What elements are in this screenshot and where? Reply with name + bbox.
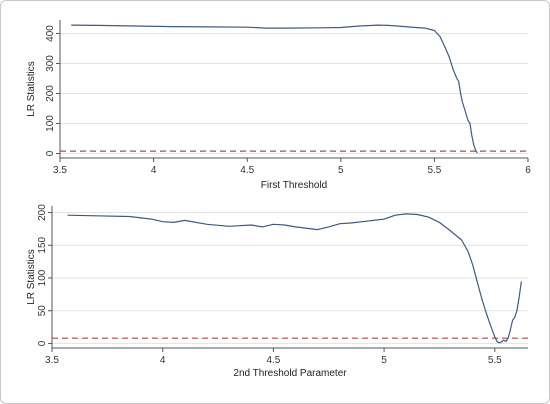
x-axis-title: First Threshold [261,180,328,191]
x-tick-label: 5 [338,165,344,176]
x-tick-label: 3.5 [53,165,67,176]
y-tick-label: 300 [45,55,56,72]
y-tick-label: 100 [45,115,56,132]
x-tick-label: 5.5 [488,355,502,366]
series-line [71,24,478,154]
y-axis-title: LR Statistics [26,249,37,305]
series-line [67,213,522,344]
y-tick-label: 100 [37,269,48,286]
x-tick-label: 4.5 [266,355,280,366]
y-axis-title: LR Statistics [26,61,37,117]
y-tick-label: 150 [37,236,48,253]
y-tick-label: 0 [45,150,56,156]
x-axis-title: 2nd Threshold Parameter [233,368,347,379]
y-tick-label: 200 [37,204,48,221]
x-tick-label: 4 [160,355,166,366]
x-tick-label: 4 [151,165,157,176]
x-tick-label: 6 [525,165,531,176]
chart-panel-bottom: 3.5 4 4.5 5 5.5 0 50 100 150 200 2nd Threshold Par… [26,204,528,379]
x-tick-label: 5 [381,355,387,366]
x-tick-label: 4.5 [240,165,254,176]
x-tick-label: 5.5 [427,165,441,176]
y-tick-label: 400 [45,25,56,42]
y-tick-label: 0 [37,340,48,346]
y-tick-label: 200 [45,85,56,102]
chart-panel-top: 3.5 4 4.5 5 5.5 6 0 100 200 300 400 First Threshold… [26,20,531,191]
x-tick-label: 3.5 [45,355,59,366]
y-tick-label: 50 [37,305,48,317]
